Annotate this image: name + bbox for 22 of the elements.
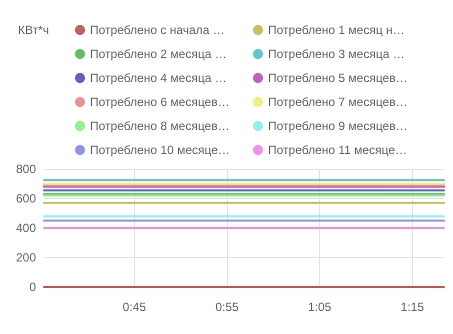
legend-label: Потреблено 5 месяцев… [268,71,408,85]
x-tick-label: 0:45 [122,300,146,314]
legend-label: Потреблено 9 месяцев… [268,119,408,133]
legend-label: Потреблено с начала … [90,23,225,37]
y-tick-label: 800 [16,162,36,176]
x-tick-label: 1:05 [308,300,332,314]
legend-label: Потреблено 1 месяц н… [268,23,405,37]
legend-label: Потреблено 8 месяцев… [90,119,230,133]
y-tick-label: 0 [29,280,36,294]
legend-label: Потреблено 3 месяца … [268,47,405,61]
legend-label: Потреблено 6 месяцев… [90,95,230,109]
legend-label: Потреблено 4 месяца … [90,71,227,85]
legend-label: Потреблено 10 месяце… [90,143,230,157]
x-tick-label: 0:55 [215,300,240,314]
y-tick-label: 400 [16,221,36,235]
legend-label: Потреблено 7 месяцев… [268,95,408,109]
legend-label: Потреблено 11 месяце… [268,143,408,157]
text: КВт*ч [18,23,50,37]
y-tick-label: 200 [16,250,36,264]
y-tick-label: 600 [16,192,36,206]
legend-label: Потреблено 2 месяца … [90,47,227,61]
x-tick-label: 1:15 [400,300,424,314]
